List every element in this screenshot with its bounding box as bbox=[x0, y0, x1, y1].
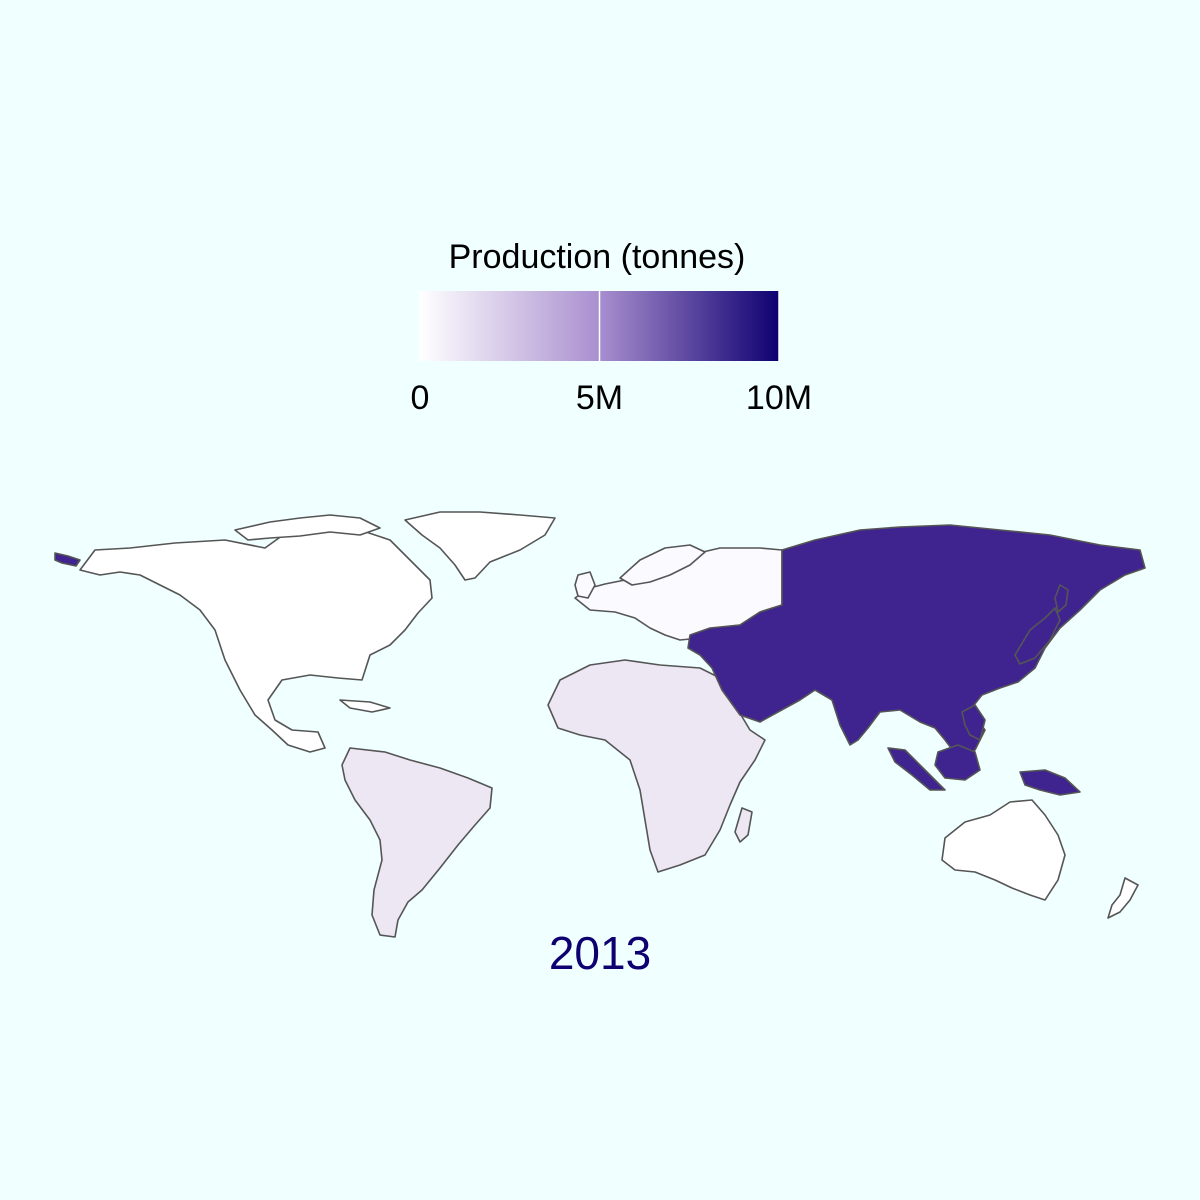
region-alaska-tip bbox=[54, 552, 81, 567]
legend-tick-label: 0 bbox=[411, 379, 430, 417]
region-scandinavia bbox=[619, 544, 706, 586]
region-borneo bbox=[934, 744, 981, 781]
year-label: 2013 bbox=[549, 927, 651, 979]
legend-tick-label: 10M bbox=[746, 379, 812, 417]
region-japan bbox=[1014, 607, 1061, 665]
region-british-isles bbox=[574, 571, 596, 599]
legend-tick-label: 5M bbox=[576, 379, 623, 417]
region-new-zealand bbox=[1107, 877, 1139, 919]
region-south-america bbox=[341, 747, 493, 938]
legend-ticks: 0 5M 10M bbox=[411, 291, 812, 417]
region-greenland bbox=[404, 511, 556, 581]
legend-title: Production (tonnes) bbox=[449, 238, 746, 276]
region-indonesia-west bbox=[887, 747, 946, 791]
region-sakhalin bbox=[1054, 584, 1069, 613]
region-asia bbox=[687, 524, 1146, 761]
region-africa bbox=[547, 659, 766, 873]
region-new-guinea bbox=[1019, 769, 1081, 796]
region-australia bbox=[941, 799, 1066, 901]
region-caribbean bbox=[339, 699, 391, 713]
regions bbox=[54, 511, 1146, 938]
region-philippines bbox=[961, 704, 986, 741]
region-madagascar bbox=[734, 807, 753, 843]
legend: Production (tonnes) 0 5M 10M bbox=[411, 238, 813, 417]
region-north-america bbox=[79, 521, 433, 753]
region-arctic-islands bbox=[234, 514, 381, 541]
